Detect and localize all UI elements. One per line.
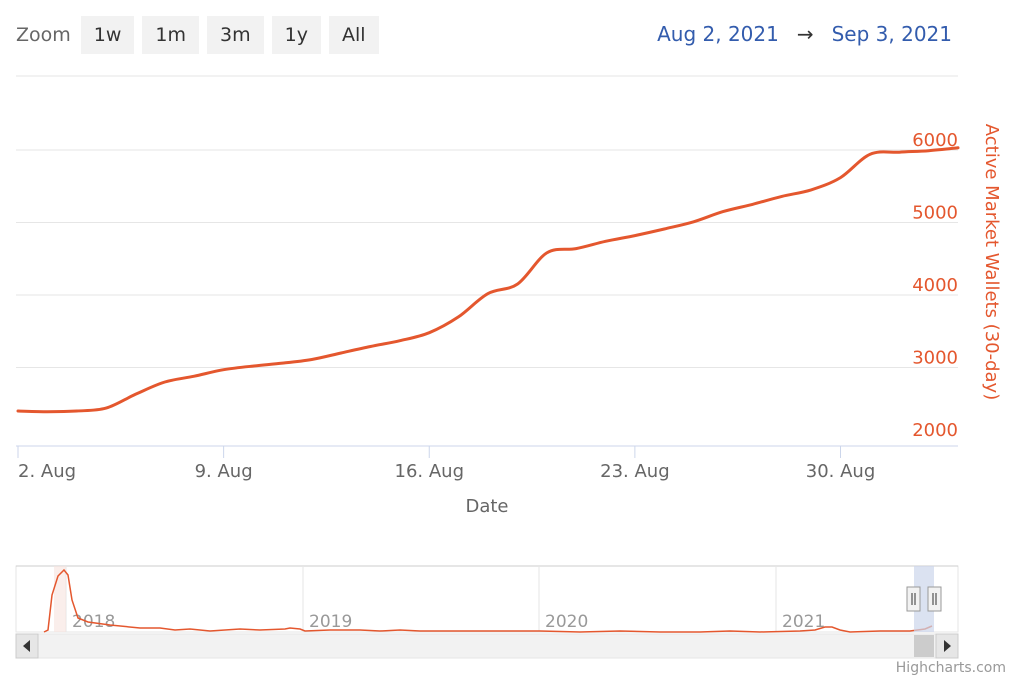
credits-link[interactable]: Highcharts.com (895, 660, 1006, 676)
navigator-year-labels: 2018 2019 2020 2021 (72, 612, 825, 632)
zoom-all-button[interactable]: All (328, 16, 379, 54)
navigator[interactable]: 2018 2019 2020 2021 (15, 565, 959, 633)
gridlines (16, 149, 958, 368)
y-tick-label: 6000 (912, 130, 958, 151)
x-axis-label: Date (465, 496, 508, 517)
zoom-1w-button[interactable]: 1w (80, 16, 135, 54)
navigator-year-label: 2018 (72, 612, 115, 632)
scroll-left-arrow-icon (23, 640, 30, 652)
range-to[interactable]: Sep 3, 2021 (831, 22, 952, 46)
y-tick-label: 2000 (912, 420, 958, 441)
navigator-year-label: 2019 (309, 612, 352, 632)
y-tick-label: 5000 (912, 203, 958, 224)
navigator-handle-right[interactable] (927, 586, 942, 612)
series-line (16, 146, 960, 414)
range-from[interactable]: Aug 2, 2021 (657, 22, 779, 46)
date-range: Aug 2, 2021 → Sep 3, 2021 (657, 22, 952, 46)
navigator-year-label: 2020 (545, 612, 588, 632)
x-tick-label: 9. Aug (195, 461, 253, 482)
zoom-1y-button[interactable]: 1y (271, 16, 321, 54)
scroll-right-arrow-icon (944, 640, 951, 652)
zoom-label: Zoom (16, 24, 71, 46)
zoom-3m-button[interactable]: 3m (207, 16, 264, 54)
y-tick-label: 3000 (912, 348, 958, 369)
range-arrow: → (796, 22, 814, 46)
x-tick-label: 16. Aug (395, 461, 465, 482)
zoom-bar: Zoom 1w 1m 3m 1y All (16, 16, 387, 54)
navigator-mask-left (54, 566, 66, 632)
navigator-year-label: 2021 (782, 612, 825, 632)
navigator-handle-left[interactable] (906, 586, 921, 612)
x-tick-label: 30. Aug (806, 461, 876, 482)
zoom-1m-button[interactable]: 1m (142, 16, 200, 54)
navigator-selection[interactable] (914, 566, 934, 632)
scrollbar-thumb[interactable] (914, 635, 934, 657)
y-axis-ticks: 2000 3000 4000 5000 6000 (912, 130, 958, 441)
y-axis-label: Active Market Wallets (30-day) (981, 124, 1002, 400)
navigator-series (43, 568, 933, 633)
y-tick-label: 4000 (912, 275, 958, 296)
x-tick-label: 2. Aug (18, 461, 76, 482)
x-axis-ticks: 2. Aug 9. Aug 16. Aug 23. Aug 30. Aug (17, 446, 876, 482)
x-tick-label: 23. Aug (600, 461, 670, 482)
scrollbar[interactable] (15, 633, 959, 659)
